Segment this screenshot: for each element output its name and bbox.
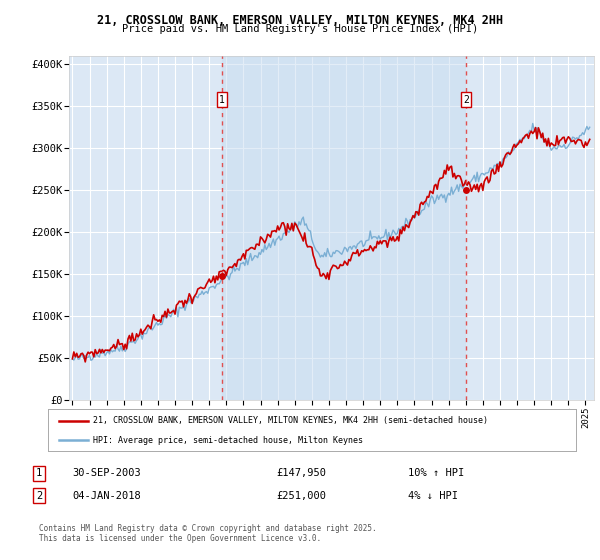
Text: 21, CROSSLOW BANK, EMERSON VALLEY, MILTON KEYNES, MK4 2HH: 21, CROSSLOW BANK, EMERSON VALLEY, MILTO… bbox=[97, 14, 503, 27]
Text: £251,000: £251,000 bbox=[276, 491, 326, 501]
Text: 2: 2 bbox=[36, 491, 42, 501]
Text: 04-JAN-2018: 04-JAN-2018 bbox=[72, 491, 141, 501]
Text: 1: 1 bbox=[219, 95, 225, 105]
Text: Price paid vs. HM Land Registry's House Price Index (HPI): Price paid vs. HM Land Registry's House … bbox=[122, 24, 478, 34]
Text: 2: 2 bbox=[463, 95, 469, 105]
Text: 10% ↑ HPI: 10% ↑ HPI bbox=[408, 468, 464, 478]
Text: 1: 1 bbox=[36, 468, 42, 478]
Text: £147,950: £147,950 bbox=[276, 468, 326, 478]
Text: Contains HM Land Registry data © Crown copyright and database right 2025.
This d: Contains HM Land Registry data © Crown c… bbox=[39, 524, 377, 543]
Text: 21, CROSSLOW BANK, EMERSON VALLEY, MILTON KEYNES, MK4 2HH (semi-detached house): 21, CROSSLOW BANK, EMERSON VALLEY, MILTO… bbox=[93, 416, 488, 425]
Text: 4% ↓ HPI: 4% ↓ HPI bbox=[408, 491, 458, 501]
Text: 30-SEP-2003: 30-SEP-2003 bbox=[72, 468, 141, 478]
Text: HPI: Average price, semi-detached house, Milton Keynes: HPI: Average price, semi-detached house,… bbox=[93, 436, 363, 445]
Bar bbox=[222, 56, 466, 400]
